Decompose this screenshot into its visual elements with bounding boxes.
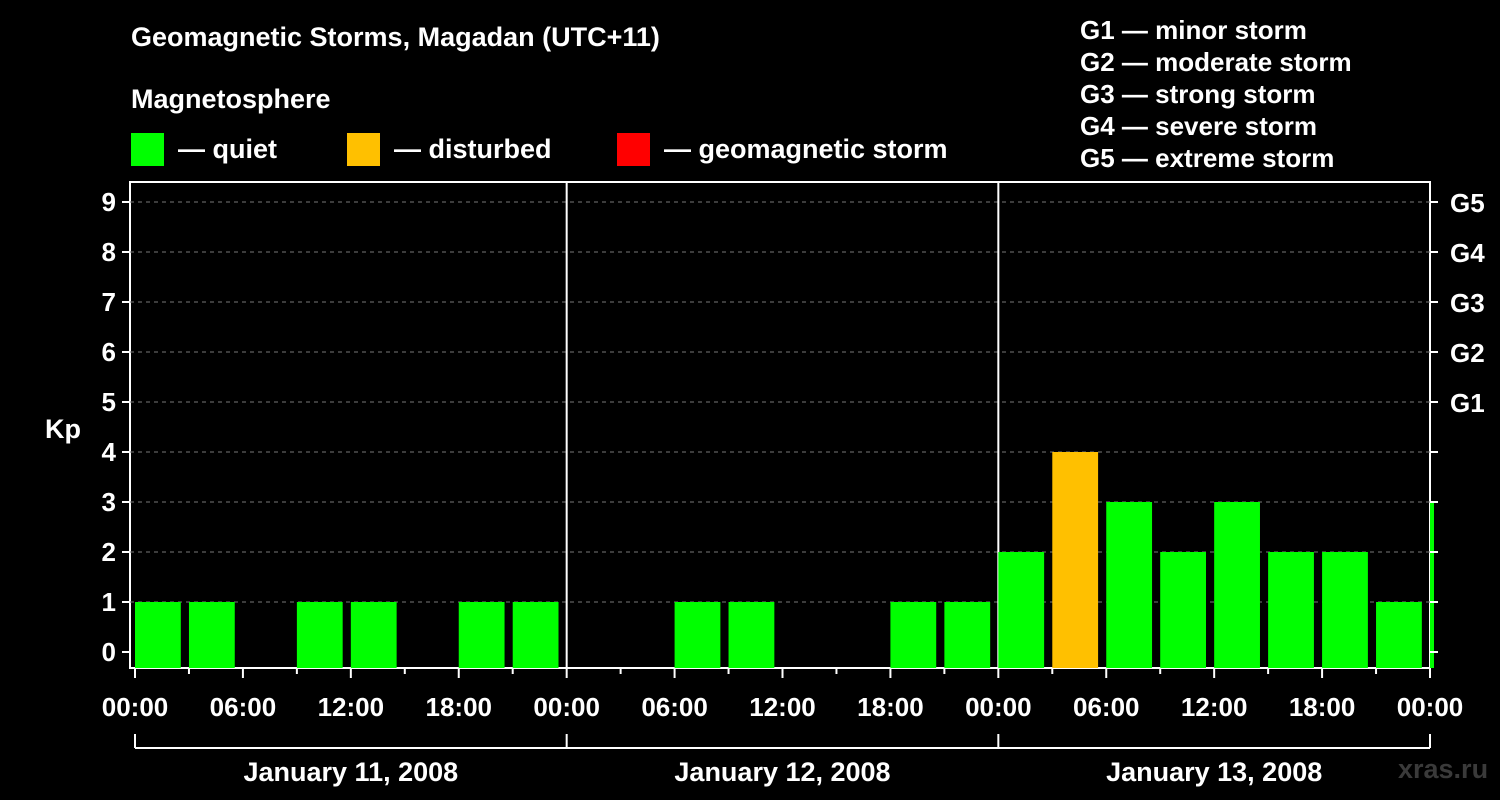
y-axis-label: Kp: [45, 414, 81, 444]
chart-title: Geomagnetic Storms, Magadan (UTC+11): [131, 22, 660, 52]
legend-label-disturbed: — disturbed: [394, 134, 552, 164]
legend-label-quiet: — quiet: [178, 134, 277, 164]
y-tick-label: 5: [102, 387, 116, 417]
kp-bar: [1214, 502, 1260, 668]
kp-bar: [674, 602, 721, 668]
kp-bar: [944, 602, 991, 668]
legend-swatch-storm: [617, 133, 650, 166]
kp-bar: [1430, 502, 1434, 668]
kp-bar: [296, 602, 343, 668]
watermark: xras.ru: [1398, 754, 1489, 784]
x-tick-label: 18:00: [426, 692, 493, 722]
kp-bar: [188, 602, 235, 668]
x-tick-label: 12:00: [1181, 692, 1248, 722]
kp-bar: [1268, 552, 1314, 668]
kp-bar: [1322, 552, 1368, 668]
x-tick-label: 06:00: [210, 692, 277, 722]
chart-subtitle: Magnetosphere: [131, 84, 331, 114]
kp-bar: [1376, 602, 1422, 668]
kp-bar: [512, 602, 559, 668]
storm-scale-g5: G5 — extreme storm: [1080, 143, 1335, 173]
right-axis-label: G5: [1450, 188, 1485, 218]
storm-scale-g4: G4 — severe storm: [1080, 111, 1318, 141]
legend-label-storm: — geomagnetic storm: [664, 134, 948, 164]
y-tick-label: 0: [102, 637, 116, 667]
x-tick-label: 00:00: [965, 692, 1032, 722]
x-tick-label: 18:00: [1289, 692, 1356, 722]
y-tick-label: 4: [102, 437, 117, 467]
y-tick-label: 3: [102, 487, 116, 517]
x-tick-label: 00:00: [533, 692, 600, 722]
legend-item-quiet: — quiet: [131, 133, 277, 166]
kp-bar: [1052, 452, 1099, 668]
kp-bar: [135, 602, 181, 668]
kp-bar: [998, 552, 1045, 668]
legend-item-disturbed: — disturbed: [347, 133, 552, 166]
x-tick-label: 12:00: [749, 692, 816, 722]
x-tick-label: 00:00: [102, 692, 169, 722]
x-tick-label: 06:00: [641, 692, 708, 722]
x-tick-label: 00:00: [1397, 692, 1464, 722]
storm-scale-g3: G3 — strong storm: [1080, 79, 1316, 109]
y-tick-label: 8: [102, 237, 116, 267]
storm-scale-g1: G1 — minor storm: [1080, 15, 1307, 45]
plot-frame: [129, 181, 1431, 669]
right-axis-label: G4: [1450, 238, 1485, 268]
y-tick-label: 6: [102, 337, 116, 367]
day-label: January 11, 2008: [243, 757, 458, 787]
kp-bar: [350, 602, 397, 668]
kp-bar: [890, 602, 937, 668]
y-tick-label: 9: [102, 187, 116, 217]
kp-bar: [1160, 552, 1207, 668]
right-axis-label: G3: [1450, 288, 1485, 318]
y-tick-label: 7: [102, 287, 116, 317]
x-tick-label: 12:00: [318, 692, 385, 722]
kp-bar: [458, 602, 505, 668]
x-tick-label: 06:00: [1073, 692, 1140, 722]
kp-bar: [728, 602, 775, 668]
day-label: January 12, 2008: [674, 757, 890, 787]
x-tick-label: 18:00: [857, 692, 924, 722]
y-tick-label: 2: [102, 537, 116, 567]
legend-swatch-quiet: [131, 133, 164, 166]
day-label: January 13, 2008: [1106, 757, 1322, 787]
right-axis-label: G2: [1450, 338, 1485, 368]
storm-scale-g2: G2 — moderate storm: [1080, 47, 1352, 77]
legend-item-storm: — geomagnetic storm: [617, 133, 948, 166]
y-tick-label: 1: [102, 587, 116, 617]
legend-swatch-disturbed: [347, 133, 380, 166]
storm-scale-legend: G1 — minor storm G2 — moderate storm G3 …: [1080, 14, 1352, 174]
right-axis-label: G1: [1450, 388, 1485, 418]
kp-bar: [1106, 502, 1153, 668]
